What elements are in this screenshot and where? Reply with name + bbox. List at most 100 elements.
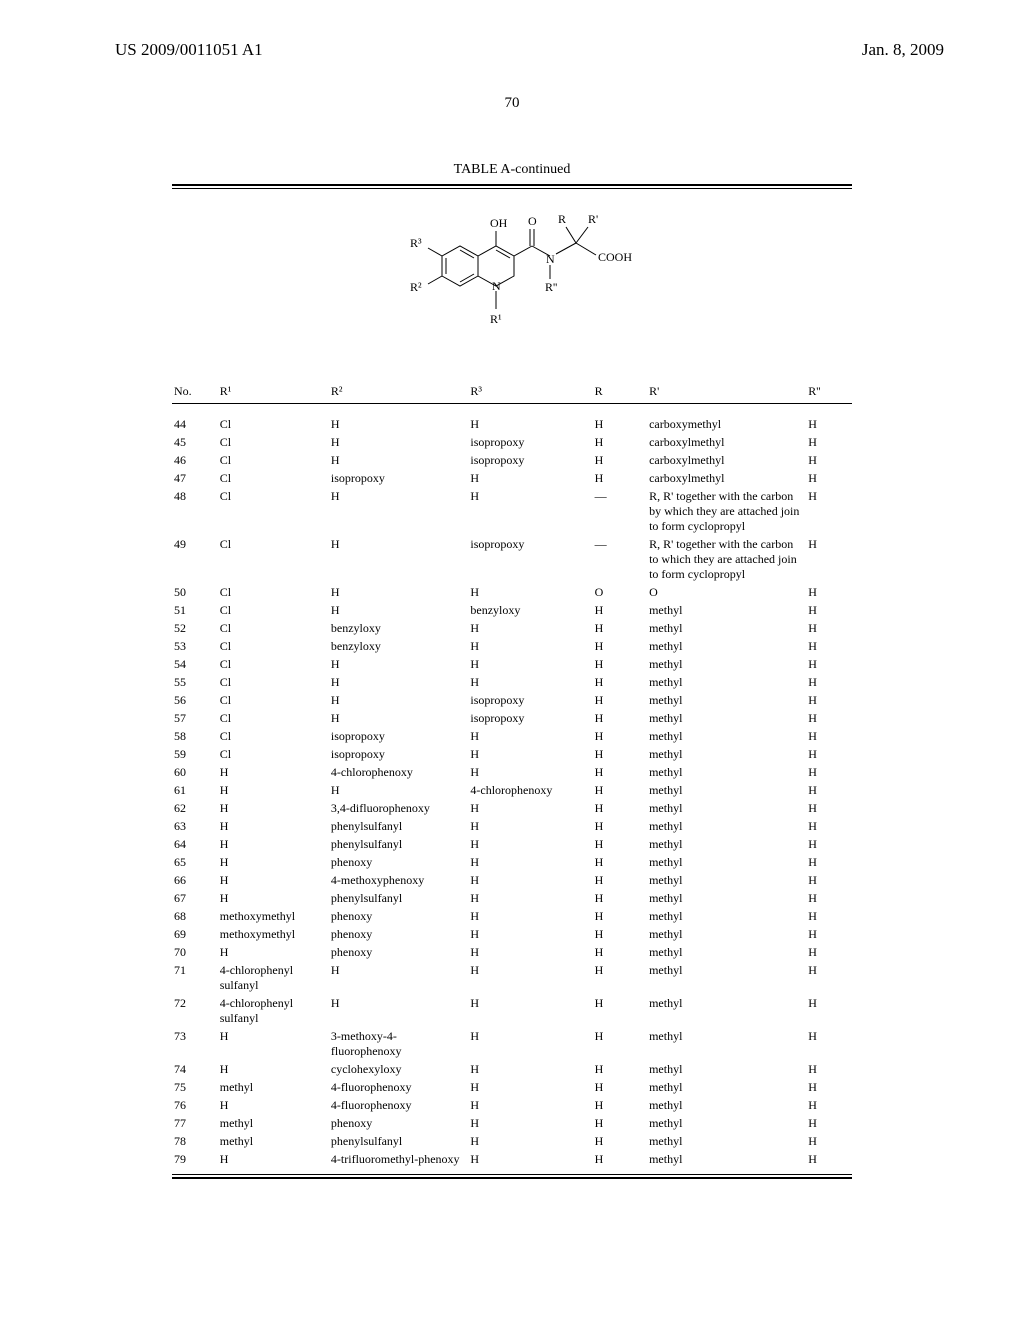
cell-r1: Cl (218, 433, 329, 451)
cell-r: — (593, 487, 647, 535)
table-row: 44ClHHHcarboxymethylH (172, 415, 852, 433)
cell-r2: H (329, 781, 468, 799)
doc-id: US 2009/0011051 A1 (115, 40, 263, 60)
cell-no: 48 (172, 487, 218, 535)
cell-rpp: H (806, 1150, 852, 1168)
cell-r2: phenoxy (329, 943, 468, 961)
table-row: 50ClHHOOH (172, 583, 852, 601)
cell-r: H (593, 943, 647, 961)
cell-r3: H (468, 1078, 592, 1096)
cell-no: 52 (172, 619, 218, 637)
cell-r1: H (218, 799, 329, 817)
cell-rpp: H (806, 961, 852, 994)
cell-rp: R, R' together with the carbon by which … (647, 487, 806, 535)
cell-no: 76 (172, 1096, 218, 1114)
cell-r3: H (468, 994, 592, 1027)
table-row: 78methylphenylsulfanylHHmethylH (172, 1132, 852, 1150)
cell-r2: phenoxy (329, 1114, 468, 1132)
cell-r: H (593, 415, 647, 433)
cell-rpp: H (806, 691, 852, 709)
cell-r: H (593, 673, 647, 691)
cell-r3: H (468, 469, 592, 487)
cell-r: H (593, 601, 647, 619)
table-row: 67HphenylsulfanylHHmethylH (172, 889, 852, 907)
cell-r2: cyclohexyloxy (329, 1060, 468, 1078)
cell-r3: H (468, 487, 592, 535)
cell-rp: methyl (647, 1027, 806, 1060)
cell-no: 46 (172, 451, 218, 469)
table-row: 62H3,4-difluorophenoxyHHmethylH (172, 799, 852, 817)
cell-r: H (593, 1132, 647, 1150)
cell-no: 61 (172, 781, 218, 799)
cell-rpp: H (806, 709, 852, 727)
table-row: 47ClisopropoxyHHcarboxylmethylH (172, 469, 852, 487)
cell-r: O (593, 583, 647, 601)
cell-no: 79 (172, 1150, 218, 1168)
cell-no: 44 (172, 415, 218, 433)
chemical-structure: R³ R² N R¹ OH O N (172, 201, 852, 366)
cell-r3: H (468, 1096, 592, 1114)
cell-rp: methyl (647, 727, 806, 745)
cell-rpp: H (806, 1132, 852, 1150)
table-row: 52ClbenzyloxyHHmethylH (172, 619, 852, 637)
bottom-rule (172, 1174, 852, 1179)
cell-r3: isopropoxy (468, 691, 592, 709)
cell-r2: H (329, 415, 468, 433)
cell-r1: Cl (218, 451, 329, 469)
cell-no: 45 (172, 433, 218, 451)
cell-r: H (593, 907, 647, 925)
cell-r1: 4-chlorophenyl sulfanyl (218, 961, 329, 994)
cell-rpp: H (806, 1027, 852, 1060)
cell-r1: Cl (218, 583, 329, 601)
cell-r2: phenylsulfanyl (329, 1132, 468, 1150)
cell-rp: methyl (647, 1060, 806, 1078)
cell-r3: H (468, 619, 592, 637)
cell-rp: methyl (647, 817, 806, 835)
cell-r1: H (218, 1150, 329, 1168)
cell-r3: H (468, 853, 592, 871)
table-row: 53ClbenzyloxyHHmethylH (172, 637, 852, 655)
cell-no: 62 (172, 799, 218, 817)
cell-rpp: H (806, 1078, 852, 1096)
cell-r: H (593, 1060, 647, 1078)
cell-r: H (593, 853, 647, 871)
cell-r2: benzyloxy (329, 637, 468, 655)
cell-r2: H (329, 709, 468, 727)
col-r3: R³ (468, 380, 592, 404)
cell-r2: 4-chlorophenoxy (329, 763, 468, 781)
cell-r: H (593, 637, 647, 655)
cell-r: H (593, 619, 647, 637)
svg-text:COOH: COOH (598, 250, 632, 264)
table-row: 73H3-methoxy-4-fluorophenoxyHHmethylH (172, 1027, 852, 1060)
cell-r2: H (329, 535, 468, 583)
cell-no: 66 (172, 871, 218, 889)
cell-r1: methyl (218, 1114, 329, 1132)
cell-rp: R, R' together with the carbon to which … (647, 535, 806, 583)
cell-r2: 3,4-difluorophenoxy (329, 799, 468, 817)
table-row: 45ClHisopropoxyHcarboxylmethylH (172, 433, 852, 451)
cell-r2: phenylsulfanyl (329, 817, 468, 835)
cell-r: H (593, 835, 647, 853)
cell-r1: Cl (218, 415, 329, 433)
cell-no: 56 (172, 691, 218, 709)
cell-rp: methyl (647, 1096, 806, 1114)
cell-rp: methyl (647, 691, 806, 709)
cell-r: H (593, 763, 647, 781)
cell-no: 63 (172, 817, 218, 835)
cell-r2: 3-methoxy-4-fluorophenoxy (329, 1027, 468, 1060)
cell-no: 55 (172, 673, 218, 691)
cell-rpp: H (806, 583, 852, 601)
cell-r3: H (468, 1132, 592, 1150)
cell-r1: H (218, 889, 329, 907)
col-r: R (593, 380, 647, 404)
cell-rp: methyl (647, 853, 806, 871)
svg-text:N: N (492, 279, 501, 293)
cell-r3: H (468, 889, 592, 907)
cell-r3: H (468, 817, 592, 835)
cell-rpp: H (806, 889, 852, 907)
cell-no: 78 (172, 1132, 218, 1150)
cell-r2: H (329, 601, 468, 619)
cell-r1: H (218, 1060, 329, 1078)
cell-r2: H (329, 961, 468, 994)
table-row: 724-chlorophenyl sulfanylHHHmethylH (172, 994, 852, 1027)
